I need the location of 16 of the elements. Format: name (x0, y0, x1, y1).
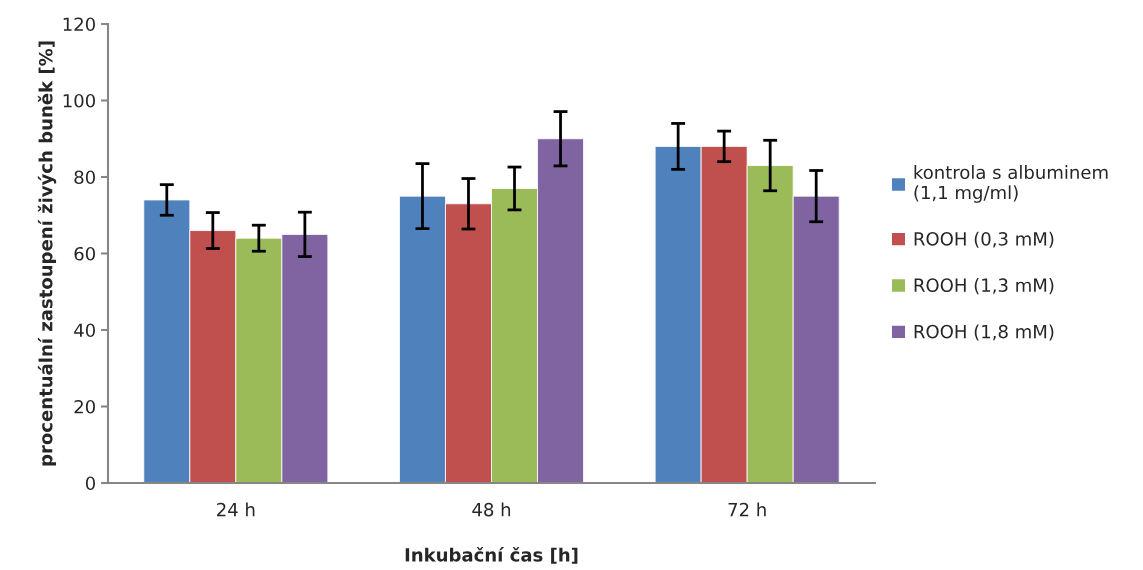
y-axis-title: procentuální zastoupení živých buněk [%] (37, 41, 57, 466)
legend-label: ROOH (0,3 mM) (914, 231, 1054, 248)
y-tick-label: 100 (63, 93, 95, 108)
legend-label: kontrola s albuminem (1,1 mg/ml) (914, 165, 1108, 203)
x-tick-label: 24 h (217, 502, 255, 517)
y-tick-label: 20 (74, 399, 95, 414)
legend-label: ROOH (1,3 mM) (914, 278, 1054, 295)
y-tick-label: 0 (85, 476, 95, 491)
x-tick-label: 48 h (472, 502, 511, 517)
x-axis-title: Inkubační čas [h] (405, 546, 578, 564)
legend-label: ROOH (1,8 mM) (914, 324, 1054, 341)
y-tick-label: 60 (74, 246, 95, 261)
y-tick-label: 40 (74, 323, 95, 338)
y-tick-label: 80 (74, 170, 95, 185)
y-tick-label: 120 (63, 17, 95, 32)
x-tick-label: 72 h (728, 502, 766, 517)
